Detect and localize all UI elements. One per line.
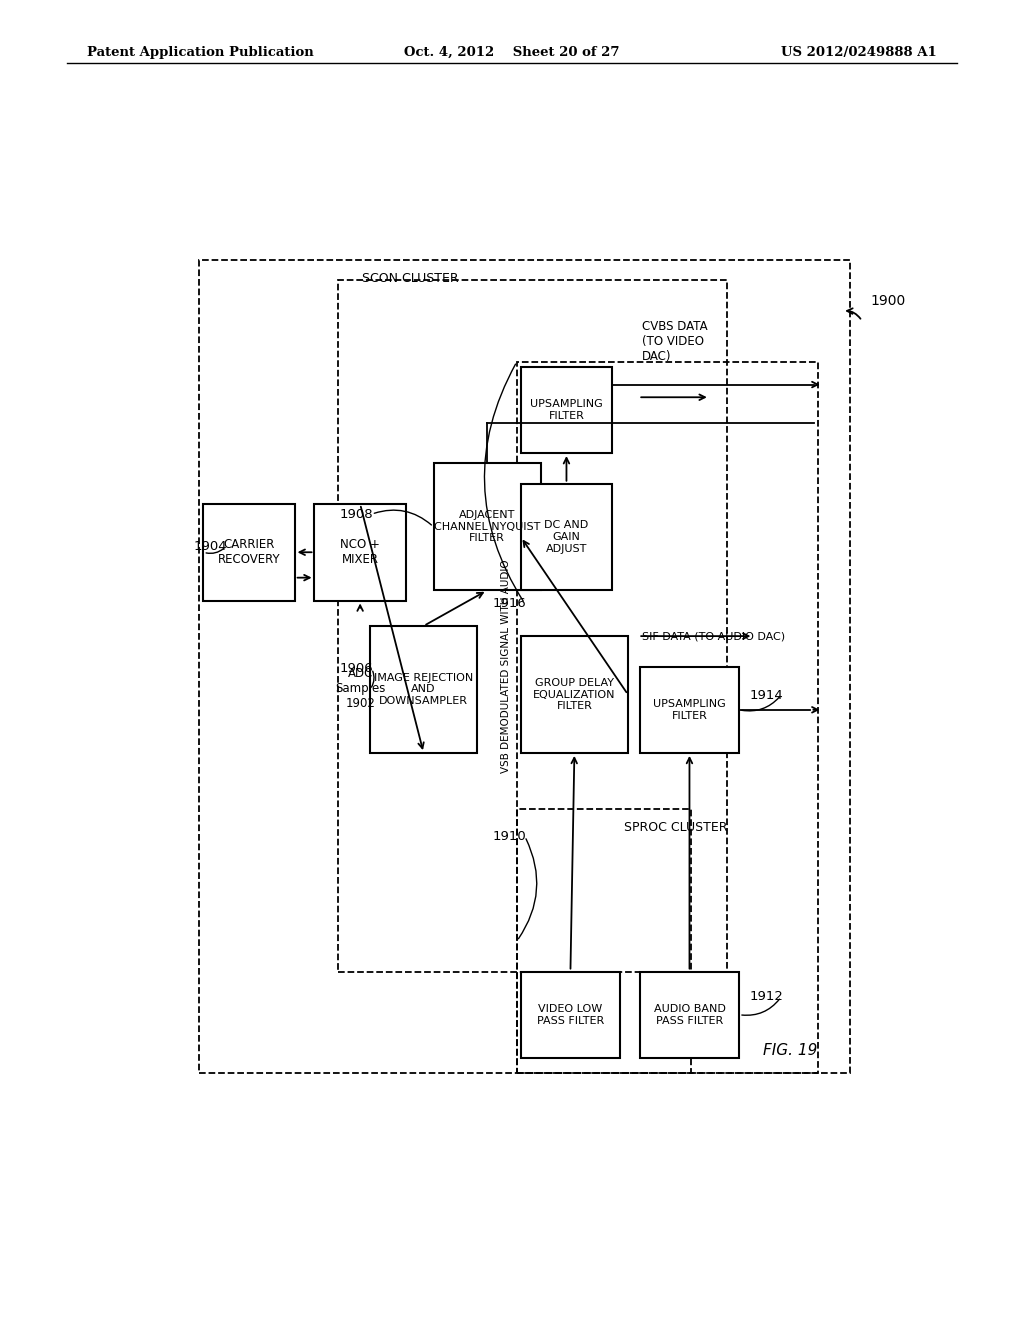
- Bar: [433, 463, 541, 590]
- Bar: [517, 809, 691, 1073]
- Text: 1910: 1910: [494, 830, 526, 843]
- Bar: [204, 504, 295, 601]
- Bar: [521, 972, 621, 1057]
- Bar: [640, 667, 739, 752]
- Text: 1908: 1908: [340, 508, 374, 520]
- Text: Patent Application Publication: Patent Application Publication: [87, 46, 313, 59]
- Text: 1914: 1914: [750, 689, 783, 701]
- Text: AUDIO BAND
PASS FILTER: AUDIO BAND PASS FILTER: [653, 1005, 725, 1026]
- Text: US 2012/0249888 A1: US 2012/0249888 A1: [781, 46, 937, 59]
- Text: 1912: 1912: [750, 990, 783, 1003]
- Bar: [640, 972, 739, 1057]
- Text: CARRIER
RECOVERY: CARRIER RECOVERY: [218, 539, 281, 566]
- Text: GROUP DELAY
EQUALIZATION
FILTER: GROUP DELAY EQUALIZATION FILTER: [534, 678, 615, 711]
- Bar: [517, 362, 818, 1073]
- Text: VIDEO LOW
PASS FILTER: VIDEO LOW PASS FILTER: [537, 1005, 604, 1026]
- Text: 1906: 1906: [340, 663, 374, 675]
- Text: Oct. 4, 2012    Sheet 20 of 27: Oct. 4, 2012 Sheet 20 of 27: [404, 46, 620, 59]
- Text: DC AND
GAIN
ADJUST: DC AND GAIN ADJUST: [545, 520, 589, 553]
- Bar: [200, 260, 850, 1073]
- Bar: [370, 626, 477, 752]
- Text: ADJACENT
CHANNEL NYQUIST
FILTER: ADJACENT CHANNEL NYQUIST FILTER: [434, 511, 541, 544]
- Text: SIF DATA (TO AUDIO DAC): SIF DATA (TO AUDIO DAC): [642, 631, 785, 642]
- Text: CVBS DATA
(TO VIDEO
DAC): CVBS DATA (TO VIDEO DAC): [642, 319, 708, 363]
- Bar: [521, 367, 612, 453]
- Text: SPROC CLUSTER: SPROC CLUSTER: [624, 821, 727, 834]
- Text: VSB DEMODULATED SIGNAL WITH AUDIO: VSB DEMODULATED SIGNAL WITH AUDIO: [501, 560, 511, 774]
- Text: SCON CLUSTER: SCON CLUSTER: [362, 272, 459, 285]
- Bar: [521, 636, 628, 752]
- Text: NCO +
MIXER: NCO + MIXER: [340, 539, 380, 566]
- Text: 1916: 1916: [494, 597, 526, 610]
- Text: IMAGE REJECTION
AND
DOWNSAMPLER: IMAGE REJECTION AND DOWNSAMPLER: [374, 673, 473, 706]
- Bar: [521, 483, 612, 590]
- Text: ADC
Samples
1902: ADC Samples 1902: [335, 667, 385, 710]
- Text: FIG. 19: FIG. 19: [763, 1043, 817, 1057]
- Text: 1900: 1900: [870, 293, 905, 308]
- Bar: [314, 504, 406, 601]
- Text: UPSAMPLING
FILTER: UPSAMPLING FILTER: [653, 700, 726, 721]
- Text: 1904: 1904: [194, 540, 227, 553]
- Bar: [338, 280, 727, 972]
- Text: UPSAMPLING
FILTER: UPSAMPLING FILTER: [530, 399, 603, 421]
